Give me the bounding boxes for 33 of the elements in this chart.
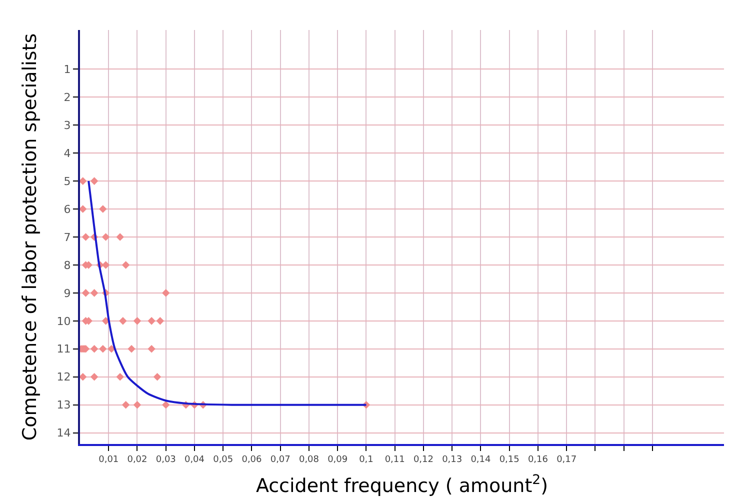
x-tick-label: 0,16 — [528, 454, 548, 465]
x-tick-label: 0,11 — [384, 454, 405, 465]
x-tick-label: 0,01 — [98, 454, 119, 465]
x-tick-label: 0,08 — [298, 454, 320, 465]
y-tick-label: 8 — [64, 258, 71, 272]
y-tick-label: 14 — [56, 426, 71, 440]
y-axis-title: Competence of labor protection specialists — [19, 33, 42, 441]
y-tick-label: 3 — [64, 118, 71, 132]
x-tick-label: 0,15 — [499, 454, 520, 465]
y-tick-label: 4 — [64, 146, 71, 160]
y-tick-label: 9 — [64, 286, 71, 300]
x-tick-label: 0,17 — [556, 454, 577, 465]
y-tick-label: 5 — [64, 174, 71, 188]
x-tick-label: 0,06 — [242, 454, 262, 465]
x-tick-label: 0,04 — [184, 454, 205, 465]
y-tick-label: 13 — [56, 398, 71, 412]
x-axis-title: Accident frequency ( amount$^{2}$) — [256, 473, 548, 498]
x-tick-label: 0,03 — [156, 454, 176, 465]
x-tick-label: 0,02 — [127, 454, 148, 465]
x-tick-label: 0,09 — [328, 454, 348, 465]
x-tick-label: 0,14 — [470, 454, 491, 465]
y-tick-label: 7 — [64, 230, 71, 244]
y-tick-label: 10 — [56, 314, 71, 328]
y-tick-label: 12 — [56, 370, 71, 384]
x-tick-label: 0,1 — [359, 454, 374, 465]
x-tick-label: 0,05 — [213, 454, 234, 465]
x-tick-label: 0,12 — [413, 454, 434, 465]
y-tick-label: 6 — [64, 202, 71, 216]
y-tick-label: 11 — [56, 342, 71, 356]
x-tick-label: 0,13 — [442, 454, 462, 465]
x-tick-label: 0,07 — [270, 454, 290, 465]
y-tick-label: 1 — [64, 63, 71, 76]
y-tick-label: 2 — [64, 90, 71, 104]
